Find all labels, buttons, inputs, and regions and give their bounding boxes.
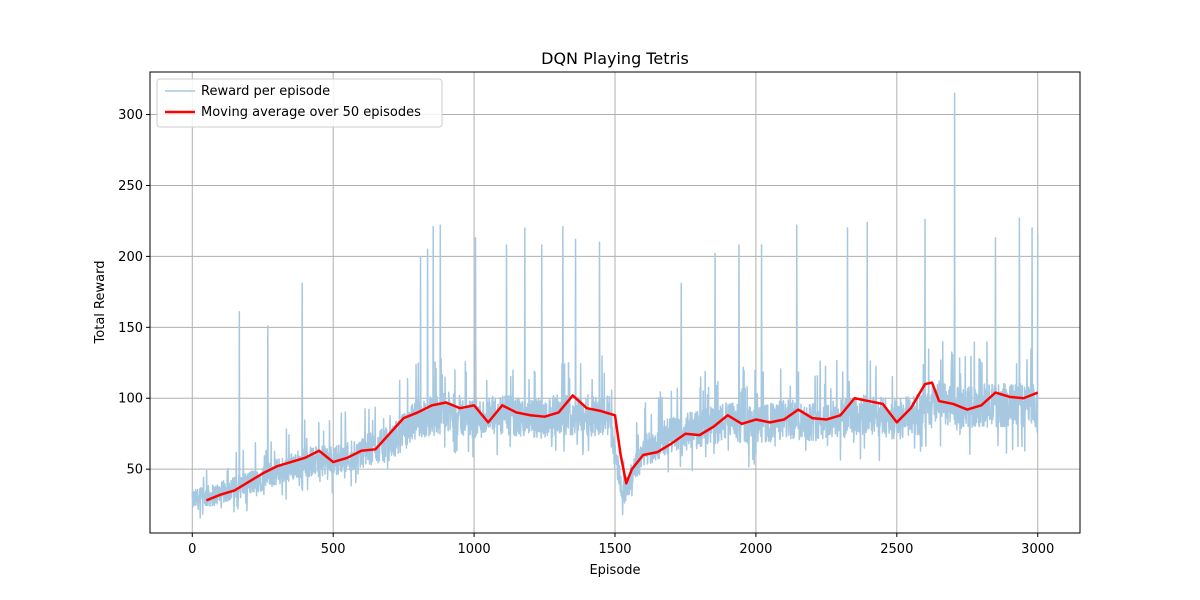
y-axis-label: Total Reward bbox=[93, 261, 108, 345]
x-axis-label: Episode bbox=[589, 563, 640, 578]
x-tick-label: 3000 bbox=[1021, 542, 1054, 557]
legend-entry-moving-average: Moving average over 50 episodes bbox=[201, 105, 421, 120]
y-tick-label: 50 bbox=[126, 463, 143, 478]
moving-average-line bbox=[205, 381, 1039, 502]
y-tick-label: 150 bbox=[118, 321, 143, 336]
x-tick-label: 500 bbox=[321, 542, 346, 557]
chart-title: DQN Playing Tetris bbox=[541, 49, 689, 68]
y-tick-label: 100 bbox=[118, 392, 143, 407]
axis-ticks: 0 500 1000 1500 2000 2500 3000 50 100 150 200 250 30… bbox=[118, 108, 1054, 557]
x-tick-label: 1000 bbox=[458, 542, 491, 557]
legend: Reward per episode Moving average over 5… bbox=[156, 78, 443, 128]
y-tick-label: 250 bbox=[118, 179, 143, 194]
legend-box bbox=[156, 78, 443, 128]
legend-entry-reward: Reward per episode bbox=[201, 84, 330, 99]
y-tick-label: 200 bbox=[118, 250, 143, 265]
y-tick-label: 300 bbox=[118, 108, 143, 123]
reward-per-episode-line bbox=[191, 92, 1039, 519]
reward-per-episode-series bbox=[191, 92, 1039, 519]
x-tick-label: 0 bbox=[188, 542, 196, 557]
x-tick-label: 1500 bbox=[598, 542, 631, 557]
x-tick-label: 2000 bbox=[739, 542, 772, 557]
moving-average-series bbox=[205, 381, 1039, 502]
x-tick-label: 2500 bbox=[880, 542, 913, 557]
